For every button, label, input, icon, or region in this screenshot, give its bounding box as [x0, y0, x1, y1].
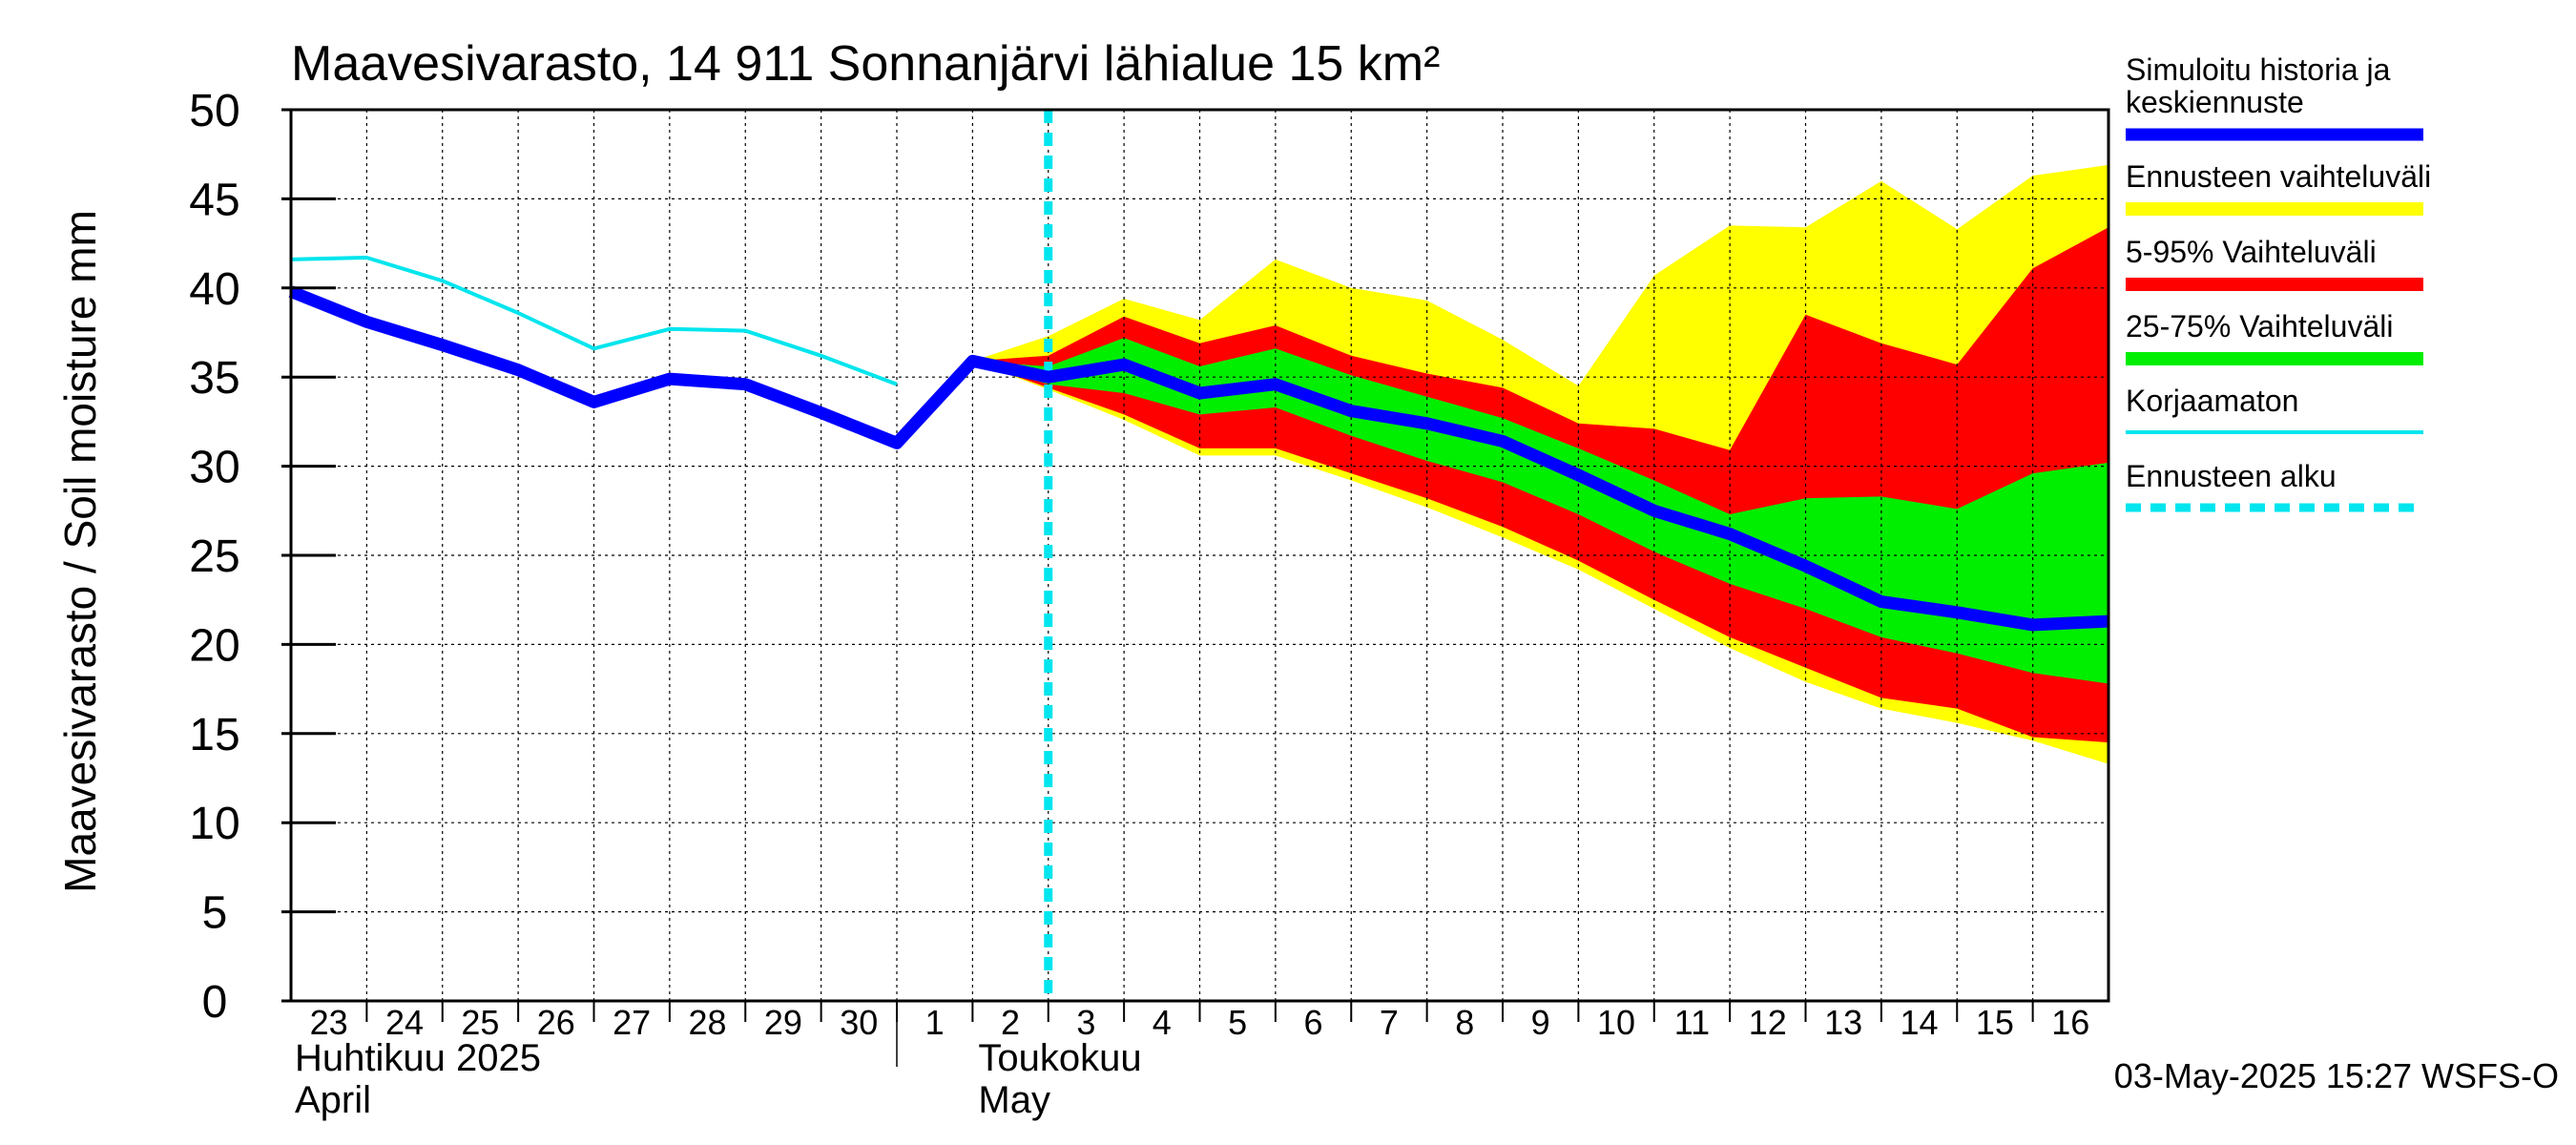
x-tick-label: 30 [840, 1003, 878, 1042]
legend-label: 5-95% Vaihteluväli [2126, 235, 2377, 269]
x-tick-label: 7 [1380, 1003, 1399, 1042]
chart-title: Maavesivarasto, 14 911 Sonnanjärvi lähia… [291, 36, 1440, 92]
y-axis-ticks: 0 5 10 15 20 25 30 35 40 45 50 [189, 86, 336, 1028]
x-tick-label: 25 [461, 1003, 499, 1042]
y-tick-label: 45 [189, 175, 239, 225]
x-tick-label: 3 [1076, 1003, 1095, 1042]
footer-timestamp: 03-May-2025 15:27 WSFS-O [2114, 1056, 2559, 1095]
x-tick-label: 13 [1824, 1003, 1862, 1042]
y-tick-label: 30 [189, 443, 239, 493]
legend-label: Ennusteen alku [2126, 459, 2337, 493]
y-tick-label: 15 [189, 710, 239, 760]
x-tick-label: 28 [689, 1003, 727, 1042]
x-tick-label: 2 [1001, 1003, 1020, 1042]
legend-label: Korjaamaton [2126, 384, 2298, 418]
series-line-simulated [288, 285, 2109, 632]
y-tick-label: 5 [202, 888, 228, 939]
x-tick-label: 5 [1228, 1003, 1247, 1042]
x-tick-label: 16 [2051, 1003, 2089, 1042]
band-p25_75 [972, 338, 2109, 684]
x-tick-label: 29 [764, 1003, 802, 1042]
y-tick-label: 25 [189, 531, 239, 582]
series-lines [288, 110, 2109, 1001]
x-tick-label: 15 [1976, 1003, 2014, 1042]
x-tick-label: 11 [1674, 1003, 1710, 1042]
y-tick-label: 35 [189, 353, 239, 404]
month-label-fi: Huhtikuu 2025 [295, 1037, 541, 1079]
x-tick-label: 6 [1304, 1003, 1323, 1042]
x-tick-label: 23 [310, 1003, 348, 1042]
month-label-fi: Toukokuu [978, 1037, 1141, 1079]
series-line-uncorrected [290, 256, 898, 386]
x-tick-label: 1 [925, 1003, 945, 1042]
legend-label: Simuloitu historia ja [2126, 52, 2391, 87]
x-tick-label: 4 [1153, 1003, 1172, 1042]
y-tick-label: 0 [202, 977, 228, 1028]
month-label-en: April [295, 1079, 371, 1121]
y-tick-label: 40 [189, 264, 239, 315]
x-tick-label: 8 [1455, 1003, 1474, 1042]
y-axis-label: Maavesivarasto / Soil moisture mm [55, 210, 105, 893]
legend-label: Ennusteen vaihteluväli [2126, 159, 2431, 194]
month-label-en: May [978, 1079, 1050, 1121]
legend-label: keskiennuste [2126, 85, 2304, 119]
y-tick-label: 20 [189, 620, 239, 671]
x-tick-label: 24 [385, 1003, 424, 1042]
legend-label: 25-75% Vaihteluväli [2126, 309, 2393, 344]
x-tick-label: 14 [1901, 1003, 1939, 1042]
y-tick-label: 10 [189, 799, 239, 849]
x-tick-label: 10 [1597, 1003, 1635, 1042]
x-tick-label: 12 [1749, 1003, 1787, 1042]
y-tick-label: 50 [189, 86, 239, 136]
x-tick-label: 26 [537, 1003, 575, 1042]
x-tick-label: 27 [613, 1003, 651, 1042]
x-tick-label: 9 [1531, 1003, 1550, 1042]
x-axis-ticks: 23 24 25 26 27 28 29 30 1 2 3 4 5 6 7 8 9 10 11 12 13 14 15 16 [310, 1001, 2089, 1042]
